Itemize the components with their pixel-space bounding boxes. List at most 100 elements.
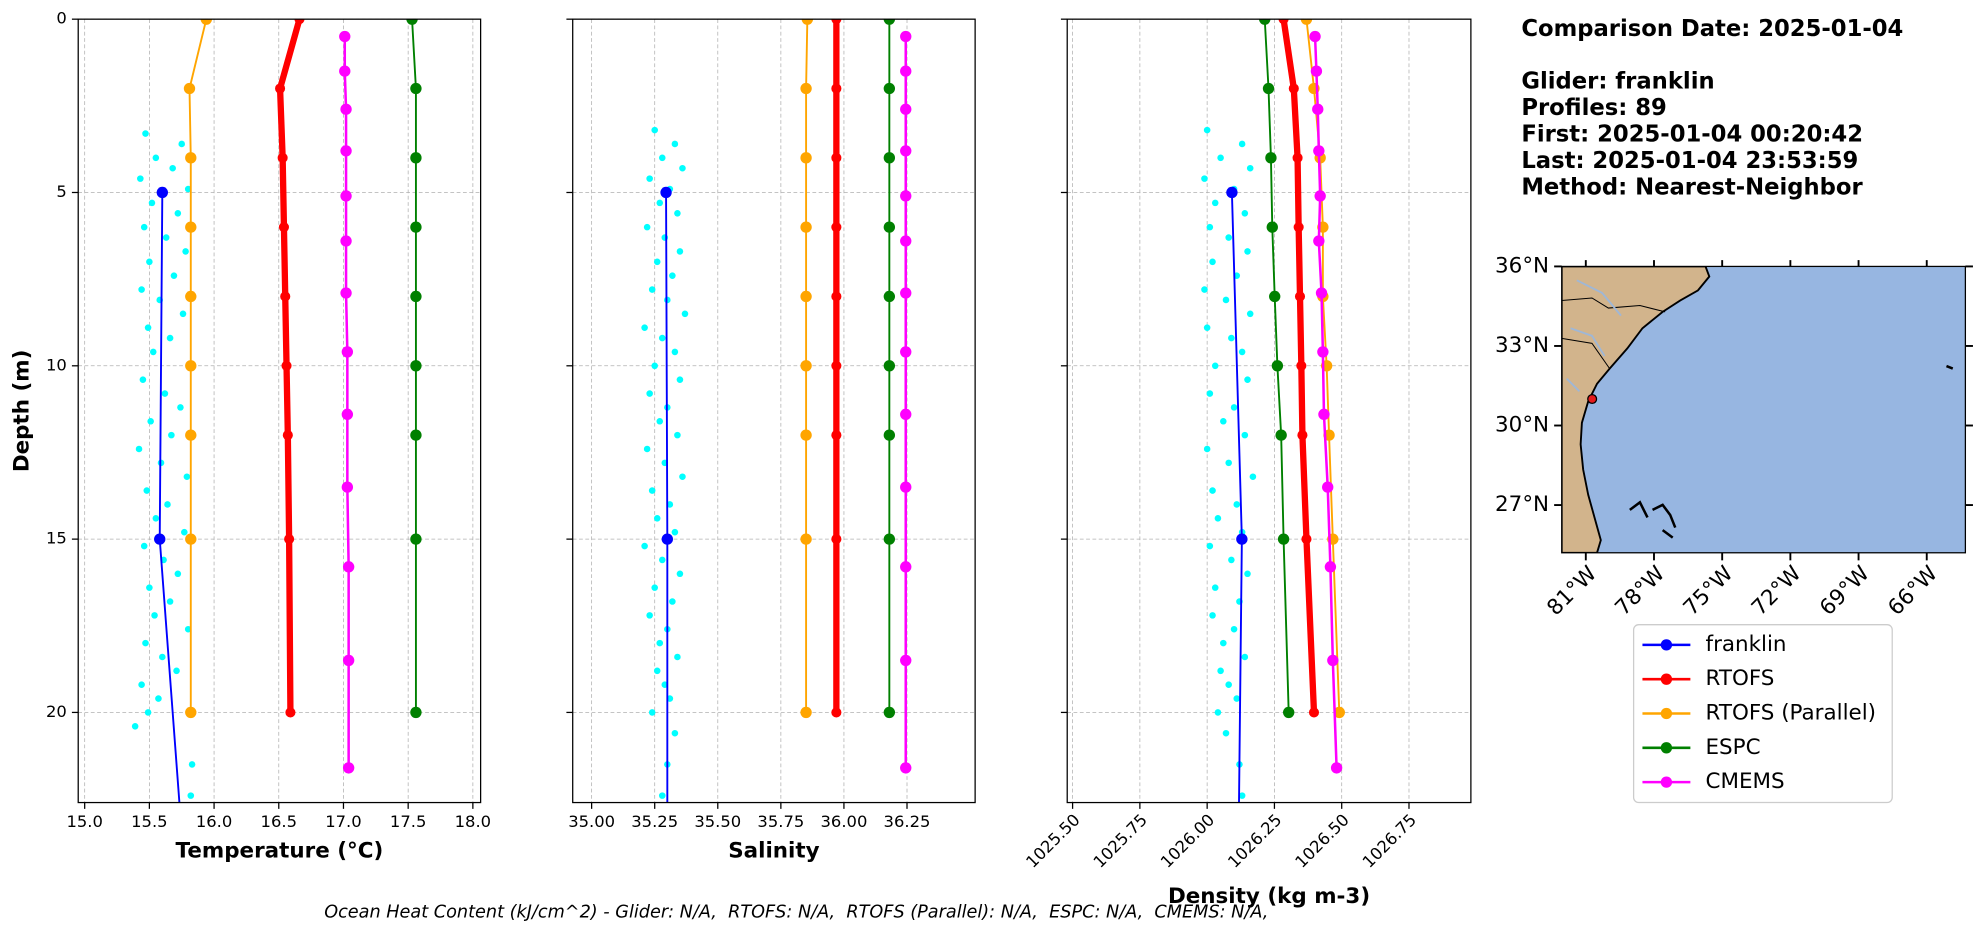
profile-marker [800,533,812,545]
profile-marker [281,360,292,371]
glider-point [181,528,188,536]
glider-point [656,417,664,425]
glider-point [184,625,192,633]
glider-point [1238,792,1246,799]
profile-marker [800,706,812,719]
x-tick-label: 17.0 [325,812,361,831]
glider-point [679,473,686,481]
glider-point [1211,362,1219,370]
profile-marker [831,360,842,371]
profile-marker [342,561,355,573]
glider-point [1238,140,1246,148]
x-tick-label: 36.25 [884,812,931,831]
glider-point [170,272,178,279]
glider-point [646,175,653,182]
profile-marker [800,221,812,233]
profile-marker [1318,408,1330,421]
glider-point [648,487,656,494]
x-tick-label: 1026.00 [1157,810,1218,871]
glider-point [169,164,176,172]
x-tick-label: 15.5 [131,812,167,831]
profile-marker [1312,103,1324,115]
profile-marker [341,481,354,493]
glider-point [651,126,658,134]
profile-marker [1322,481,1334,493]
glider-point [1206,390,1214,397]
y-axis-label: Depth (m) [10,350,35,473]
profile-marker [883,706,896,719]
glider-point [1222,296,1230,304]
profile-marker [1288,83,1299,94]
glider-point [173,667,180,675]
glider-point [152,515,160,522]
profile-marker [185,290,197,303]
profile-marker [1275,429,1287,441]
glider-point [643,445,651,453]
glider-point [1246,310,1254,318]
profile-marker [410,290,422,303]
map-frame [1561,265,1967,554]
land [1561,266,1711,553]
profile-marker [1283,706,1295,719]
glider-point [1220,639,1227,647]
profile-marker [800,360,812,372]
profile-marker [185,533,197,545]
profile-marker [185,360,197,372]
glider-point [1244,376,1251,383]
profile-marker [1327,654,1339,667]
glider-point [1211,199,1219,207]
x-tick-label: 1026.75 [1359,810,1420,871]
profile-marker [883,290,896,303]
profile-marker [831,430,842,441]
profile-marker [1269,290,1281,303]
legend-label: franklin [1706,632,1787,657]
x-tick-label: 35.25 [631,812,678,831]
glider-point [671,729,679,737]
profile-marker [1259,19,1271,25]
glider-point [1206,223,1214,231]
glider-point [1222,729,1230,737]
glider-point [188,761,196,768]
x-tick-label: 66°W [1883,561,1943,621]
info-line: Profiles: 89 [1521,95,1666,121]
profile-marker [1314,190,1326,202]
glider-point [1228,556,1235,564]
glider-point [162,234,170,241]
glider-point [658,792,666,799]
glider-point [144,709,152,716]
x-axis-label: Temperature (°C) [176,839,384,864]
glider-point [131,723,139,730]
x-tick-label: 16.5 [261,812,297,831]
legend-marker [1660,742,1673,754]
info-line: Last: 2025-01-04 23:53:59 [1521,148,1858,174]
glider-point [653,258,661,266]
x-tick-label: 35.50 [694,812,741,831]
profile-marker [883,533,896,545]
y-tick-label: 20 [46,702,67,721]
glider-point [656,639,664,647]
x-tick-label: 35.00 [568,812,615,831]
profile-marker [1315,287,1328,299]
profile-marker [800,290,812,303]
glider-point [641,542,648,550]
profile-marker [831,19,842,25]
glider-point [1230,404,1238,411]
glider-point [166,598,174,605]
glider-point [658,334,666,342]
profile-marker [900,103,912,115]
profile-marker [275,83,286,94]
glider-point [166,334,174,342]
profile-marker [294,19,305,25]
x-tick-label: 75°W [1679,561,1739,621]
profile-marker [410,706,422,719]
glider-point [1225,459,1232,467]
glider-point [643,223,651,231]
profile-marker [900,235,912,247]
profile-marker [900,346,912,358]
profile-marker [180,880,191,891]
profile-marker [339,30,351,43]
glider-point [1230,625,1238,633]
profile-marker [831,707,842,718]
profile-marker [1271,360,1284,372]
glider-point [1203,445,1211,453]
